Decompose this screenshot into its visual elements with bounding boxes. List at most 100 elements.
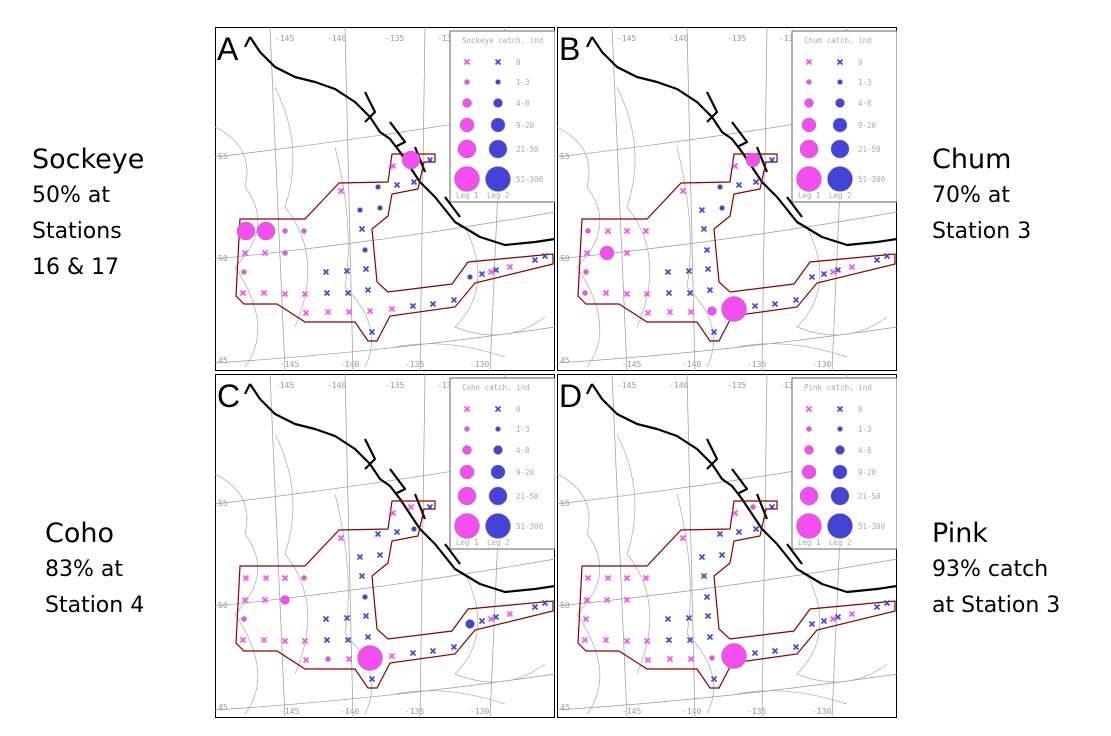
- longitude-label: -135: [727, 381, 746, 390]
- longitude-label: -140: [340, 360, 359, 369]
- station-zero-cross: [829, 268, 837, 276]
- species-title: Coho: [45, 518, 115, 549]
- longitude-label: -140: [682, 707, 701, 716]
- station-zero-cross: [261, 596, 269, 604]
- latitude-label: 55: [560, 499, 570, 508]
- station-zero-cross: [700, 225, 708, 233]
- legend-leg1-catch-circle: [464, 79, 470, 85]
- longitude-label: -130: [470, 707, 489, 716]
- species-title: Sockeye: [32, 144, 145, 175]
- legend-leg2-catch-circle: [837, 79, 843, 85]
- depth-contour: [394, 690, 506, 705]
- legend-category-label: 0: [516, 58, 521, 67]
- station-catch-circle: [325, 656, 331, 662]
- survey-area-outline: [577, 153, 896, 342]
- note-line: 83% at: [45, 557, 123, 582]
- survey-area-outline: [235, 500, 554, 689]
- longitude-label: -130: [437, 34, 456, 43]
- station-zero-cross: [666, 655, 674, 663]
- station-zero-cross: [301, 290, 309, 298]
- legend-leg1-zero-cross: [463, 405, 471, 413]
- station-catch-circle: [583, 269, 589, 275]
- station-zero-cross: [604, 227, 612, 235]
- station-zero-cross: [834, 613, 842, 621]
- station-markers: [236, 150, 549, 336]
- legend-leg2-label: Leg 2: [487, 191, 510, 200]
- station-markers: [582, 152, 891, 336]
- station-zero-cross: [820, 617, 828, 625]
- station-zero-cross: [322, 268, 330, 276]
- legend-category-label: 9-20: [858, 468, 877, 477]
- station-zero-cross: [366, 307, 374, 315]
- legend-leg1-catch-circle: [796, 513, 822, 539]
- longitude-label: -140: [340, 707, 359, 716]
- map-panel-d: -145 -145 -140 -140 -135 -135 -130 -130 55 50 45 Pi…: [557, 374, 897, 718]
- legend-leg2-catch-circle: [495, 79, 501, 85]
- station-zero-cross: [239, 289, 247, 297]
- station-zero-cross: [704, 265, 712, 273]
- station-catch-circle: [236, 221, 256, 241]
- station-zero-cross: [343, 614, 351, 622]
- station-zero-cross: [337, 187, 345, 195]
- longitude-label: -145: [622, 707, 641, 716]
- station-zero-cross: [666, 308, 674, 316]
- longitude-label: -135: [747, 707, 766, 716]
- station-zero-cross: [768, 156, 776, 164]
- station-zero-cross: [703, 593, 711, 601]
- station-zero-cross: [583, 596, 591, 604]
- legend-leg1-label: Leg 1: [456, 191, 479, 200]
- station-zero-cross: [362, 612, 370, 620]
- latitude-label: 45: [218, 356, 228, 365]
- longitude-label: -145: [617, 381, 636, 390]
- note-line: at Station 3: [932, 593, 1061, 618]
- legend-leg1-catch-circle: [459, 117, 475, 133]
- station-zero-cross: [731, 162, 739, 170]
- station-zero-cross: [698, 553, 706, 561]
- station-zero-cross: [241, 596, 249, 604]
- map-panel-b: -145 -145 -140 -140 -135 -135 -130 -130 55 50 45 Ch…: [557, 27, 897, 371]
- longitude-label: -145: [280, 707, 299, 716]
- station-catch-circle: [465, 619, 475, 629]
- legend-leg1-label: Leg 1: [798, 191, 821, 200]
- station-zero-cross: [345, 308, 353, 316]
- chum-label: Chum 70% at Station 3: [932, 142, 1031, 250]
- station-zero-cross: [623, 227, 631, 235]
- legend-leg1-catch-circle: [464, 426, 470, 432]
- longitude-label: -145: [275, 34, 294, 43]
- legend-category-label: 51-300: [858, 522, 886, 531]
- longitude-label: -135: [405, 360, 424, 369]
- station-zero-cross: [344, 289, 352, 297]
- legend-leg1-catch-circle: [454, 166, 480, 192]
- station-zero-cross: [281, 290, 289, 298]
- station-zero-cross: [506, 263, 514, 271]
- depth-contour: [334, 146, 372, 368]
- station-zero-cross: [623, 249, 631, 257]
- station-zero-cross: [685, 267, 693, 275]
- legend-leg2-zero-cross: [836, 58, 844, 66]
- station-zero-cross: [873, 603, 881, 611]
- station-zero-cross: [686, 636, 694, 644]
- station-zero-cross: [583, 249, 591, 257]
- station-zero-cross: [281, 637, 289, 645]
- legend-leg1-zero-cross: [805, 58, 813, 66]
- sockeye-label: Sockeye 50% at Stations 16 & 17: [32, 142, 144, 286]
- legend-leg1-catch-circle: [462, 445, 472, 455]
- legend-leg1-zero-cross: [805, 405, 813, 413]
- depth-contour: [736, 690, 848, 705]
- longitude-label: -135: [385, 381, 404, 390]
- station-markers: [239, 503, 549, 683]
- legend-leg1-catch-circle: [799, 486, 819, 506]
- station-zero-cross: [584, 574, 592, 582]
- station-catch-circle: [357, 207, 363, 213]
- station-catch-circle: [256, 221, 276, 241]
- station-zero-cross: [393, 528, 401, 536]
- legend-title: Chum catch, ind: [804, 36, 872, 45]
- legend-leg2-catch-circle: [488, 486, 508, 506]
- station-catch-circle: [375, 184, 381, 190]
- legend-leg2-catch-circle: [490, 464, 506, 480]
- station-zero-cross: [492, 613, 500, 621]
- depth-contour: [616, 433, 651, 675]
- longitude-label: -145: [617, 34, 636, 43]
- parallel-line: [215, 211, 555, 260]
- legend-category-label: 0: [858, 58, 863, 67]
